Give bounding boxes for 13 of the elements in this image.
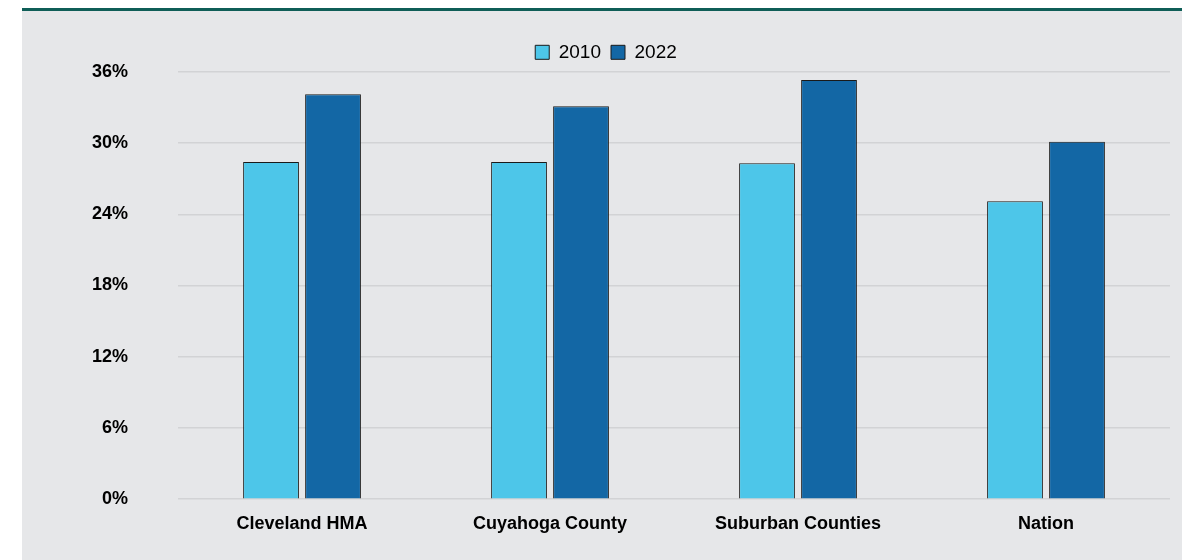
x-tick-label: Cuyahoga County <box>473 512 628 533</box>
y-tick-label: 24% <box>92 203 129 224</box>
y-tick-label: 30% <box>92 132 129 152</box>
x-tick-label: Suburban Counties <box>715 512 882 533</box>
y-tick-label: 6% <box>102 416 129 437</box>
x-tick-label: Cleveland HMA <box>236 512 368 533</box>
y-tick-label: 0% <box>102 488 129 509</box>
y-tick-label: 12% <box>92 345 129 366</box>
y-tick-label: 18% <box>92 274 129 295</box>
legend-label: 2010 <box>558 40 602 62</box>
x-tick-label: Nation <box>1018 512 1074 533</box>
legend-label: 2022 <box>634 40 677 62</box>
y-tick-label: 36% <box>92 60 129 81</box>
